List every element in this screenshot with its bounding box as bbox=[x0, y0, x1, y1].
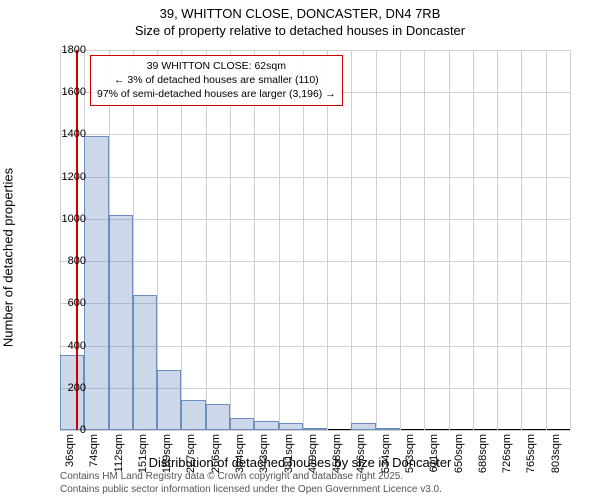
x-tick-label: 304sqm bbox=[234, 434, 246, 494]
x-tick-label: 534sqm bbox=[380, 434, 392, 494]
y-tick-label: 200 bbox=[46, 382, 86, 394]
histogram-bar bbox=[206, 404, 230, 430]
grid-line-v bbox=[230, 50, 231, 430]
info-line: 39 WHITTON CLOSE: 62sqm bbox=[97, 59, 336, 73]
y-axis-label: Number of detached properties bbox=[1, 168, 16, 347]
grid-line-v bbox=[303, 50, 304, 430]
chart-title-main: 39, WHITTON CLOSE, DONCASTER, DN4 7RB bbox=[0, 6, 600, 21]
x-tick-label: 381sqm bbox=[283, 434, 295, 494]
grid-line-v bbox=[206, 50, 207, 430]
y-tick-label: 1000 bbox=[46, 213, 86, 225]
x-tick-label: 496sqm bbox=[355, 434, 367, 494]
grid-line-h bbox=[60, 219, 570, 220]
y-tick-label: 400 bbox=[46, 340, 86, 352]
y-tick-label: 800 bbox=[46, 255, 86, 267]
y-tick-label: 1600 bbox=[46, 86, 86, 98]
grid-line-v bbox=[351, 50, 352, 430]
histogram-bar bbox=[303, 428, 327, 430]
grid-line-v bbox=[279, 50, 280, 430]
x-tick-label: 611sqm bbox=[428, 434, 440, 494]
x-tick-label: 189sqm bbox=[161, 434, 173, 494]
y-tick-label: 600 bbox=[46, 297, 86, 309]
grid-line-v bbox=[376, 50, 377, 430]
x-tick-label: 419sqm bbox=[307, 434, 319, 494]
x-tick-label: 36sqm bbox=[64, 434, 76, 494]
histogram-bar bbox=[157, 370, 181, 430]
grid-line-v bbox=[327, 50, 328, 430]
y-tick-label: 1400 bbox=[46, 128, 86, 140]
plot-area: 39 WHITTON CLOSE: 62sqm ← 3% of detached… bbox=[60, 50, 570, 430]
histogram-bar bbox=[109, 215, 133, 430]
x-tick-label: 573sqm bbox=[404, 434, 416, 494]
grid-line-h bbox=[60, 50, 570, 51]
x-tick-label: 688sqm bbox=[477, 434, 489, 494]
grid-line-v bbox=[570, 50, 571, 430]
x-tick-label: 650sqm bbox=[453, 434, 465, 494]
histogram-bar bbox=[133, 295, 157, 430]
x-tick-label: 458sqm bbox=[331, 434, 343, 494]
histogram-bar bbox=[351, 423, 375, 430]
histogram-bar bbox=[254, 421, 278, 431]
grid-line-h bbox=[60, 430, 570, 431]
grid-line-v bbox=[546, 50, 547, 430]
x-tick-label: 726sqm bbox=[501, 434, 513, 494]
property-info-box: 39 WHITTON CLOSE: 62sqm ← 3% of detached… bbox=[90, 55, 343, 106]
grid-line-h bbox=[60, 134, 570, 135]
histogram-bar bbox=[230, 418, 254, 430]
x-tick-label: 227sqm bbox=[185, 434, 197, 494]
grid-line-v bbox=[521, 50, 522, 430]
info-line: 97% of semi-detached houses are larger (… bbox=[97, 87, 336, 101]
chart-container: 39, WHITTON CLOSE, DONCASTER, DN4 7RB Si… bbox=[0, 0, 600, 500]
grid-line-v bbox=[181, 50, 182, 430]
grid-line-v bbox=[424, 50, 425, 430]
histogram-bar bbox=[279, 423, 303, 430]
x-tick-label: 266sqm bbox=[210, 434, 222, 494]
x-tick-label: 803sqm bbox=[550, 434, 562, 494]
y-tick-label: 1800 bbox=[46, 44, 86, 56]
x-tick-label: 343sqm bbox=[258, 434, 270, 494]
x-tick-label: 74sqm bbox=[88, 434, 100, 494]
histogram-bar bbox=[84, 136, 108, 431]
x-tick-label: 765sqm bbox=[525, 434, 537, 494]
grid-line-v bbox=[254, 50, 255, 430]
grid-line-h bbox=[60, 261, 570, 262]
chart-title-sub: Size of property relative to detached ho… bbox=[0, 23, 600, 38]
y-tick-label: 1200 bbox=[46, 171, 86, 183]
grid-line-v bbox=[449, 50, 450, 430]
grid-line-v bbox=[473, 50, 474, 430]
grid-line-v bbox=[400, 50, 401, 430]
property-marker-line bbox=[76, 50, 78, 430]
grid-line-v bbox=[497, 50, 498, 430]
histogram-bar bbox=[376, 428, 400, 430]
x-tick-label: 151sqm bbox=[137, 434, 149, 494]
histogram-bar bbox=[181, 400, 205, 430]
grid-line-h bbox=[60, 177, 570, 178]
x-tick-label: 112sqm bbox=[113, 434, 125, 494]
info-line: ← 3% of detached houses are smaller (110… bbox=[97, 73, 336, 87]
